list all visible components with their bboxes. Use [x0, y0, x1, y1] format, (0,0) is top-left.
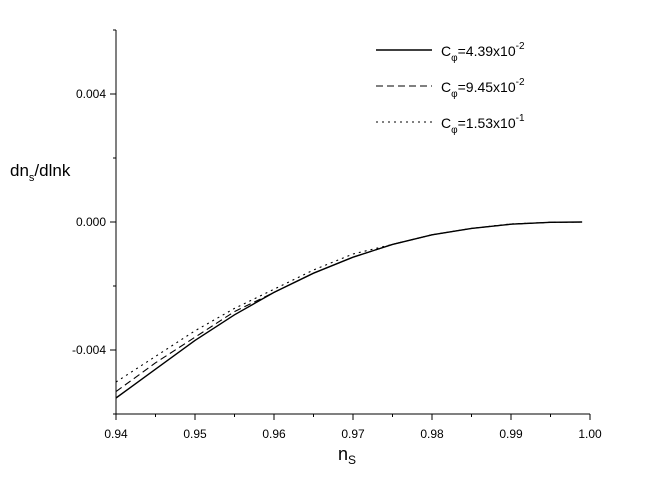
- legend-label-sup: -1: [516, 113, 525, 124]
- legend-label-mid: =4.39x10: [458, 43, 516, 59]
- legend-label-sub: φ: [451, 89, 458, 100]
- y-tick-label: -0.004: [72, 343, 106, 357]
- legend-label-sub: φ: [451, 125, 458, 136]
- x-tick-label: 0.94: [104, 427, 128, 441]
- legend-label-sup: -2: [516, 77, 525, 88]
- x-tick-label: 0.97: [341, 427, 365, 441]
- series-line-1: [115, 221, 583, 399]
- x-tick-label: 1.00: [578, 427, 602, 441]
- legend-label-base: C: [441, 43, 451, 59]
- x-tick-label: 0.98: [420, 427, 444, 441]
- plot-lines: [115, 221, 583, 399]
- legend-label-mid: =1.53x10: [458, 115, 516, 131]
- legend-label-base: C: [441, 115, 451, 131]
- series-line-3: [115, 221, 583, 383]
- legend-label-sub: φ: [451, 53, 458, 64]
- y-axis-label-sub: s: [29, 172, 35, 184]
- legend: Cφ=4.39x10-2Cφ=9.45x10-2Cφ=1.53x10-1: [376, 41, 525, 136]
- legend-label-1: Cφ=4.39x10-2: [441, 41, 525, 64]
- legend-label-3: Cφ=1.53x10-1: [441, 113, 525, 136]
- y-axis-label: dns/dlnk: [10, 161, 71, 184]
- x-tick-label: 0.99: [499, 427, 523, 441]
- y-tick-label: 0.000: [76, 215, 106, 229]
- legend-label-sup: -2: [516, 41, 525, 52]
- legend-label-2: Cφ=9.45x10-2: [441, 77, 525, 100]
- x-axis-label-sub: S: [348, 453, 356, 467]
- legend-label-mid: =9.45x10: [458, 79, 516, 95]
- y-tick-label: 0.004: [76, 87, 106, 101]
- legend-label-base: C: [441, 79, 451, 95]
- x-tick-label: 0.95: [183, 427, 207, 441]
- y-axis-label-tail: /dlnk: [34, 161, 70, 180]
- x-axis-label: nS: [338, 444, 356, 467]
- x-axis-label-main: n: [338, 444, 348, 464]
- series-line-2: [115, 221, 583, 393]
- y-axis-label-main: dn: [10, 161, 29, 180]
- x-tick-label: 0.96: [262, 427, 286, 441]
- axes: 0.94 0.95 0.96 0.97 0.98 0.99 1.00 -0.004 0.000 0…: [72, 29, 602, 441]
